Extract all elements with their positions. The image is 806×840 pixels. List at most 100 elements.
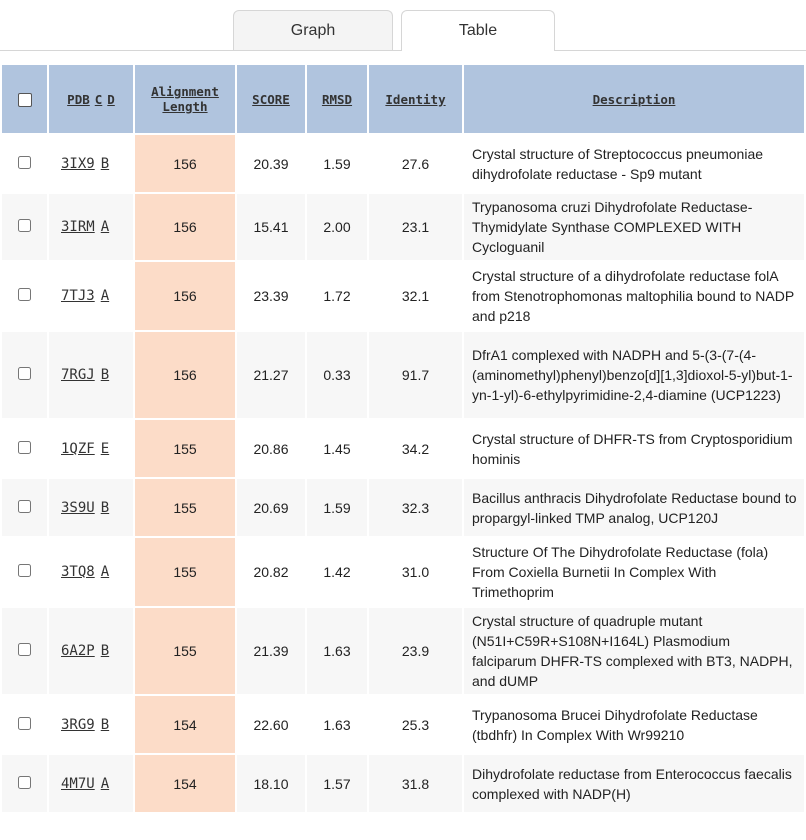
tab-graph[interactable]: Graph	[233, 10, 393, 50]
pdb-cell: 1QZF E	[49, 420, 133, 477]
sort-identity-link[interactable]: Identity	[385, 91, 446, 107]
pdb-cell: 4M7U A	[49, 755, 133, 812]
pdb-link[interactable]: 3IRM	[61, 219, 95, 235]
rmsd-cell: 1.72	[307, 262, 367, 330]
chain-link[interactable]: B	[100, 367, 110, 383]
alignment-header-line1: Alignment	[151, 84, 219, 99]
pdb-link[interactable]: 3IX9	[61, 155, 95, 172]
row-checkbox[interactable]	[18, 219, 31, 232]
identity-cell: 91.7	[369, 332, 462, 418]
row-checkbox[interactable]	[18, 564, 31, 577]
rmsd-cell: 0.33	[307, 332, 367, 418]
description-cell: Crystal structure of Streptococcus pneum…	[464, 135, 804, 192]
tab-table[interactable]: Table	[401, 10, 555, 51]
row-select-cell	[2, 538, 47, 606]
row-select-cell	[2, 262, 47, 330]
score-cell: 20.86	[237, 420, 305, 477]
chain-link[interactable]: A	[100, 288, 110, 304]
score-cell: 18.10	[237, 755, 305, 812]
sort-description-link[interactable]: Description	[592, 91, 676, 107]
score-cell: 21.27	[237, 332, 305, 418]
row-select-cell	[2, 608, 47, 694]
identity-cell: 32.1	[369, 262, 462, 330]
rmsd-cell: 1.57	[307, 755, 367, 812]
description-cell: Trypanosoma cruzi Dihydrofolate Reductas…	[464, 194, 804, 260]
identity-cell: 32.3	[369, 479, 462, 536]
pdb-link[interactable]: 3TQ8	[61, 564, 95, 580]
rmsd-cell: 1.45	[307, 420, 367, 477]
rmsd-cell: 1.59	[307, 479, 367, 536]
row-select-cell	[2, 135, 47, 192]
description-cell: DfrA1 complexed with NADPH and 5-(3-(7-(…	[464, 332, 804, 418]
description-header: Description	[464, 65, 804, 133]
pdb-link[interactable]: 3S9U	[61, 499, 95, 516]
table-row: 3RG9 B 154 22.60 1.63 25.3 Trypanosoma Br…	[2, 696, 804, 753]
alignment-length-cell: 156	[135, 135, 235, 192]
table-row: 1QZF E 155 20.86 1.45 34.2 Crystal struct…	[2, 420, 804, 477]
chain-link[interactable]: A	[100, 564, 110, 580]
sort-c-link[interactable]: C	[94, 91, 103, 107]
table-row: 3IX9 B 156 20.39 1.59 27.6 Crystal struct…	[2, 135, 804, 192]
pdb-cell: 7RGJ B	[49, 332, 133, 418]
chain-link[interactable]: E	[100, 440, 110, 457]
row-checkbox[interactable]	[18, 499, 31, 513]
row-checkbox[interactable]	[18, 643, 31, 656]
pdb-link[interactable]: 4M7U	[61, 775, 95, 792]
table-row: 3S9U B 155 20.69 1.59 32.3 Bacillus anthr…	[2, 479, 804, 536]
pdb-link[interactable]: 7RGJ	[61, 367, 95, 383]
rmsd-cell: 1.63	[307, 608, 367, 694]
row-checkbox[interactable]	[18, 288, 31, 301]
row-checkbox[interactable]	[18, 155, 31, 169]
sort-score-link[interactable]: SCORE	[252, 91, 290, 107]
identity-cell: 27.6	[369, 135, 462, 192]
row-checkbox[interactable]	[18, 775, 31, 789]
sort-pdb-link[interactable]: PDB	[67, 91, 90, 107]
chain-link[interactable]: A	[100, 219, 110, 235]
pdb-link[interactable]: 6A2P	[61, 643, 95, 659]
sort-d-link[interactable]: D	[107, 91, 115, 107]
alignment-length-cell: 154	[135, 755, 235, 812]
sort-alignment-length-link[interactable]: Alignment Length	[151, 84, 219, 114]
description-cell: Crystal structure of a dihydrofolate red…	[464, 262, 804, 330]
select-all-checkbox[interactable]	[17, 92, 32, 107]
pdb-link[interactable]: 3RG9	[61, 716, 95, 733]
row-select-cell	[2, 332, 47, 418]
alignment-length-cell: 156	[135, 332, 235, 418]
rmsd-cell: 1.63	[307, 696, 367, 753]
pdb-cell: 6A2P B	[49, 608, 133, 694]
table-row: 7RGJ B 156 21.27 0.33 91.7 DfrA1 complexe…	[2, 332, 804, 418]
pdb-link[interactable]: 7TJ3	[61, 288, 95, 304]
pdb-cell: 3IX9 B	[49, 135, 133, 192]
row-checkbox[interactable]	[18, 716, 31, 730]
row-select-cell	[2, 420, 47, 477]
score-cell: 20.39	[237, 135, 305, 192]
score-cell: 23.39	[237, 262, 305, 330]
chain-link[interactable]: A	[100, 775, 110, 792]
score-cell: 20.82	[237, 538, 305, 606]
description-cell: Crystal structure of DHFR-TS from Crypto…	[464, 420, 804, 477]
sort-rmsd-link[interactable]: RMSD	[321, 91, 353, 107]
alignment-length-header: Alignment Length	[135, 65, 235, 133]
select-all-header	[2, 65, 47, 133]
chain-link[interactable]: B	[100, 716, 110, 733]
chain-link[interactable]: B	[100, 643, 110, 659]
chain-link[interactable]: B	[100, 499, 110, 516]
rmsd-header: RMSD	[307, 65, 367, 133]
chain-link[interactable]: B	[100, 155, 110, 172]
rmsd-cell: 1.59	[307, 135, 367, 192]
tab-bar: Graph Table	[0, 0, 806, 51]
score-cell: 20.69	[237, 479, 305, 536]
identity-cell: 31.0	[369, 538, 462, 606]
pdb-cell: 3TQ8 A	[49, 538, 133, 606]
pdb-link[interactable]: 1QZF	[61, 440, 95, 457]
row-checkbox[interactable]	[18, 367, 31, 380]
pdb-cell: 3RG9 B	[49, 696, 133, 753]
description-cell: Bacillus anthracis Dihydrofolate Reducta…	[464, 479, 804, 536]
row-checkbox[interactable]	[18, 440, 31, 454]
alignment-length-cell: 155	[135, 479, 235, 536]
table-row: 4M7U A 154 18.10 1.57 31.8 Dihydrofolate …	[2, 755, 804, 812]
pdb-cell: 3IRM A	[49, 194, 133, 260]
pdb-header: PDB C D	[49, 65, 133, 133]
description-cell: Trypanosoma Brucei Dihydrofolate Reducta…	[464, 696, 804, 753]
pdb-cell: 3S9U B	[49, 479, 133, 536]
